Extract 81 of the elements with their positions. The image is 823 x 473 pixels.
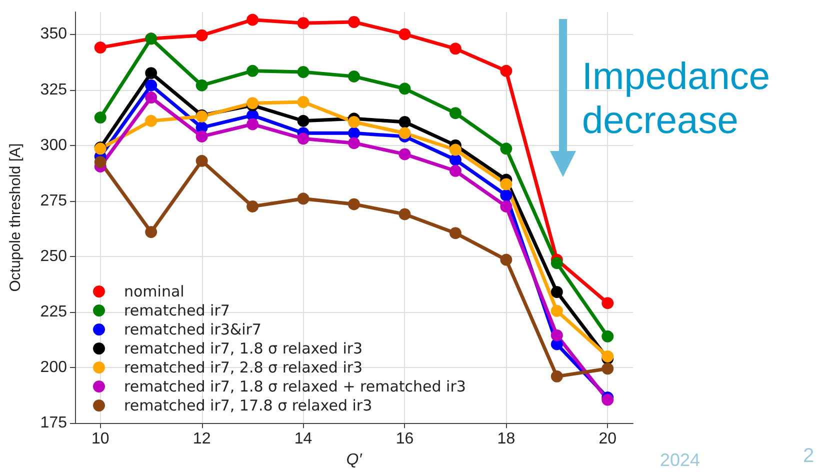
x-tick-label: 20 (598, 430, 617, 448)
point (398, 116, 411, 128)
x-tick-label: 12 (192, 430, 211, 448)
annotation: Impedance decrease (582, 55, 772, 143)
legend-label: rematched ir7 (124, 302, 230, 320)
point (246, 64, 259, 77)
y-tick-label: 200 (40, 359, 68, 376)
point (449, 227, 462, 240)
point (500, 189, 512, 202)
point (196, 79, 208, 92)
point (196, 29, 208, 42)
point (348, 137, 360, 150)
point (348, 198, 360, 210)
point (246, 118, 259, 130)
point (348, 70, 360, 82)
point (550, 370, 563, 382)
x-tick-label: 16 (396, 430, 414, 448)
y-tick-label: 225 (40, 303, 68, 320)
point (398, 28, 411, 40)
point (500, 142, 512, 155)
legend-label: rematched ir7, 1.8 σ relaxed ir3 (124, 340, 363, 358)
point (550, 286, 563, 298)
point (602, 330, 614, 342)
point (246, 14, 259, 26)
point (500, 64, 512, 77)
point (550, 329, 563, 342)
point (297, 96, 310, 108)
y-tick-label: 350 (40, 26, 68, 43)
legend-label: rematched ir7, 2.8 σ relaxed ir3 (124, 358, 363, 376)
point (145, 226, 158, 238)
y-tick-label: 300 (40, 136, 68, 154)
point (297, 114, 310, 127)
legend-label: rematched ir7, 1.8 σ relaxed + rematched ir3 (124, 378, 466, 396)
point (602, 362, 614, 375)
point (602, 350, 614, 362)
point (449, 154, 462, 166)
point (449, 144, 462, 156)
y-tick-label: 325 (40, 81, 68, 98)
point (398, 148, 411, 160)
x-axis-title: Q′ (346, 452, 363, 468)
x-tick-label: 10 (91, 430, 110, 448)
point (500, 254, 512, 266)
y-tick-label: 275 (40, 192, 68, 210)
legend-label: nominal (124, 282, 184, 300)
point (602, 297, 614, 310)
point (449, 164, 462, 177)
point (196, 154, 208, 167)
y-axis-title: Octupole threshold [A] (7, 143, 24, 292)
point (297, 17, 310, 30)
point (500, 200, 512, 212)
point (297, 192, 310, 205)
point (94, 112, 106, 124)
point (297, 66, 310, 78)
legend-label: rematched ir3&ir7 (124, 320, 262, 338)
point (145, 79, 158, 92)
point (500, 178, 512, 190)
legend-label: rematched ir7, 17.8 σ relaxed ir3 (124, 396, 372, 414)
point (297, 132, 310, 145)
point (246, 200, 259, 212)
point (94, 156, 106, 168)
point (398, 82, 411, 95)
y-tick-label: 175 (40, 414, 68, 432)
point (550, 257, 563, 270)
y-tick-label: 250 (40, 248, 68, 265)
point (398, 127, 411, 140)
point (196, 130, 208, 142)
point (94, 42, 106, 54)
point (398, 208, 411, 220)
point (348, 16, 360, 28)
point (348, 116, 360, 128)
point (145, 67, 158, 80)
x-tick-label: 18 (497, 430, 516, 448)
text: 2024 (660, 450, 700, 471)
x-tick-label: 14 (294, 430, 312, 448)
point (145, 114, 158, 127)
point (550, 304, 563, 317)
point (449, 42, 462, 55)
point (145, 92, 158, 104)
point (449, 107, 462, 120)
point (348, 127, 360, 140)
text: 2 (803, 445, 814, 468)
